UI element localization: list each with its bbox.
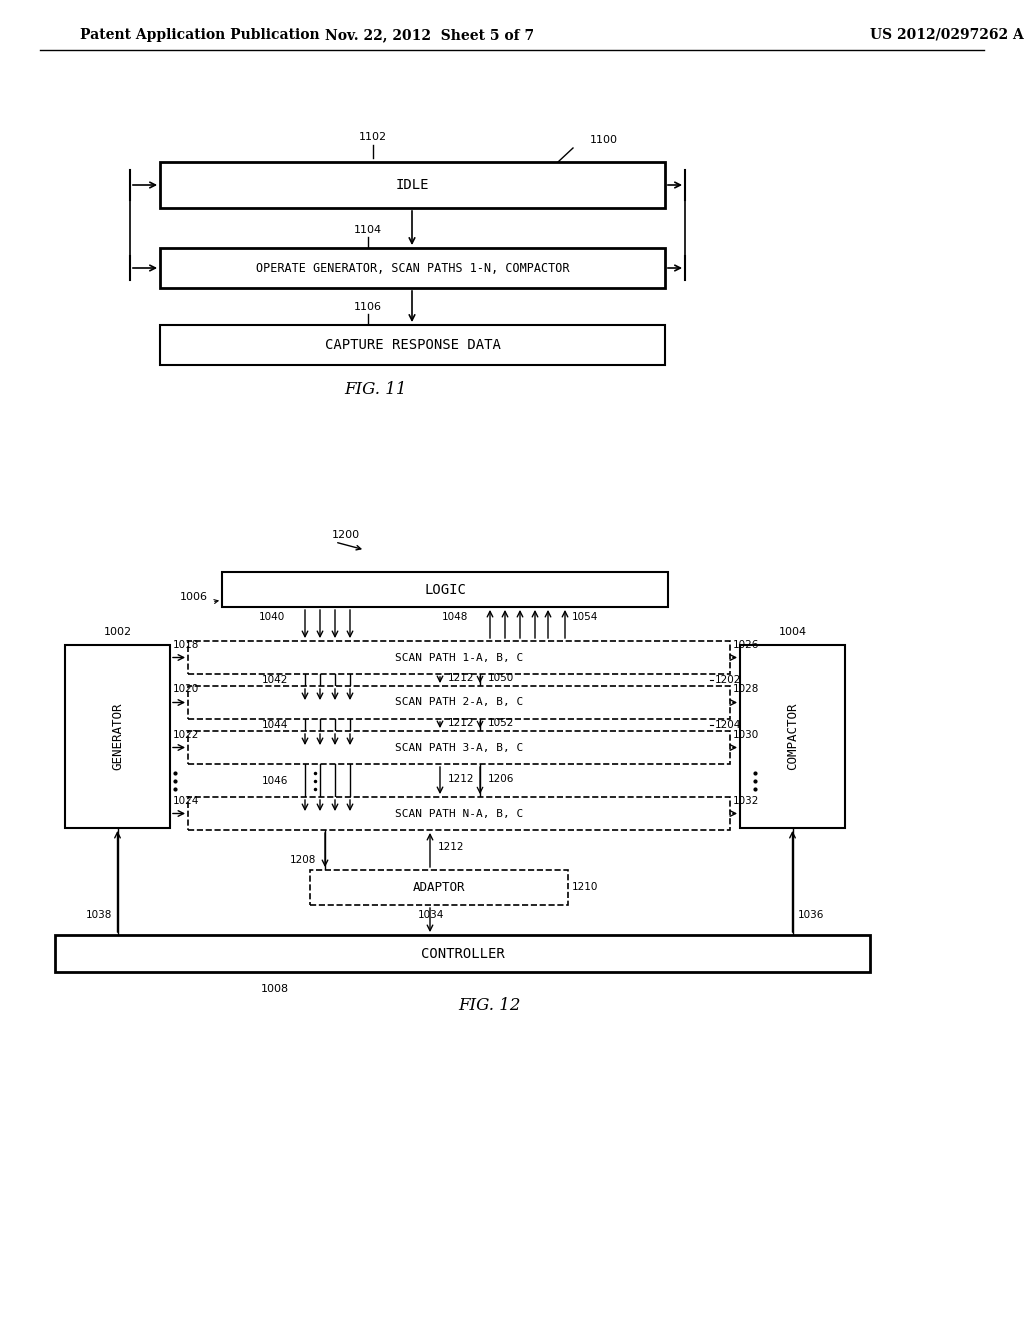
Bar <box>188 731 730 764</box>
Text: 1004: 1004 <box>778 627 807 638</box>
Text: 1052: 1052 <box>488 718 514 729</box>
Bar <box>188 642 730 675</box>
Text: Nov. 22, 2012  Sheet 5 of 7: Nov. 22, 2012 Sheet 5 of 7 <box>326 28 535 42</box>
Text: SCAN PATH 1-A, B, C: SCAN PATH 1-A, B, C <box>395 652 523 663</box>
Bar <box>222 572 668 607</box>
Bar <box>160 162 665 209</box>
Text: 1054: 1054 <box>572 612 598 622</box>
Text: CAPTURE RESPONSE DATA: CAPTURE RESPONSE DATA <box>325 338 501 352</box>
Text: 1212: 1212 <box>449 673 474 682</box>
Bar <box>740 645 845 828</box>
Text: 1034: 1034 <box>418 909 444 920</box>
Text: FIG. 11: FIG. 11 <box>344 381 407 399</box>
Text: 1102: 1102 <box>359 132 387 143</box>
Text: SCAN PATH N-A, B, C: SCAN PATH N-A, B, C <box>395 808 523 818</box>
Text: CONTROLLER: CONTROLLER <box>421 946 505 961</box>
Text: 1030: 1030 <box>733 730 759 739</box>
Text: OPERATE GENERATOR, SCAN PATHS 1-N, COMPACTOR: OPERATE GENERATOR, SCAN PATHS 1-N, COMPA… <box>256 261 569 275</box>
Text: IDLE: IDLE <box>395 178 429 191</box>
Text: 1024: 1024 <box>173 796 200 805</box>
Text: 1020: 1020 <box>173 685 200 694</box>
Text: 1202: 1202 <box>715 675 741 685</box>
Text: 1212: 1212 <box>438 842 465 851</box>
Bar <box>160 248 665 288</box>
Text: 1104: 1104 <box>354 224 382 235</box>
Text: ADAPTOR: ADAPTOR <box>413 880 465 894</box>
Text: SCAN PATH 3-A, B, C: SCAN PATH 3-A, B, C <box>395 742 523 752</box>
Text: 1208: 1208 <box>290 855 316 865</box>
Text: 1210: 1210 <box>572 883 598 892</box>
Text: 1038: 1038 <box>86 909 113 920</box>
Text: GENERATOR: GENERATOR <box>111 702 124 771</box>
Text: Patent Application Publication: Patent Application Publication <box>80 28 319 42</box>
Bar <box>310 870 568 906</box>
Text: 1026: 1026 <box>733 639 760 649</box>
Text: 1032: 1032 <box>733 796 760 805</box>
Text: 1040: 1040 <box>259 612 285 622</box>
Bar <box>65 645 170 828</box>
Text: 1022: 1022 <box>173 730 200 739</box>
Bar <box>188 686 730 719</box>
Text: 1046: 1046 <box>261 776 288 785</box>
Text: 1042: 1042 <box>261 675 288 685</box>
Text: 1002: 1002 <box>103 627 131 638</box>
Text: 1100: 1100 <box>590 135 618 145</box>
Bar <box>55 935 870 972</box>
Text: 1212: 1212 <box>449 774 474 784</box>
Bar <box>160 325 665 366</box>
Text: 1044: 1044 <box>261 719 288 730</box>
Text: 1048: 1048 <box>441 612 468 622</box>
Text: FIG. 12: FIG. 12 <box>459 997 521 1014</box>
Text: 1006: 1006 <box>180 591 208 602</box>
Text: 1212: 1212 <box>449 718 474 729</box>
Text: 1204: 1204 <box>715 719 741 730</box>
Text: 1008: 1008 <box>261 983 289 994</box>
Bar <box>188 797 730 830</box>
Text: 1018: 1018 <box>173 639 200 649</box>
Text: LOGIC: LOGIC <box>424 582 466 597</box>
Text: SCAN PATH 2-A, B, C: SCAN PATH 2-A, B, C <box>395 697 523 708</box>
Text: COMPACTOR: COMPACTOR <box>786 702 799 771</box>
Text: 1106: 1106 <box>354 302 382 312</box>
Text: 1036: 1036 <box>798 909 824 920</box>
Text: 1028: 1028 <box>733 685 760 694</box>
Text: 1206: 1206 <box>488 774 514 784</box>
Text: 1200: 1200 <box>332 531 360 540</box>
Text: US 2012/0297262 A1: US 2012/0297262 A1 <box>870 28 1024 42</box>
Text: 1050: 1050 <box>488 673 514 682</box>
